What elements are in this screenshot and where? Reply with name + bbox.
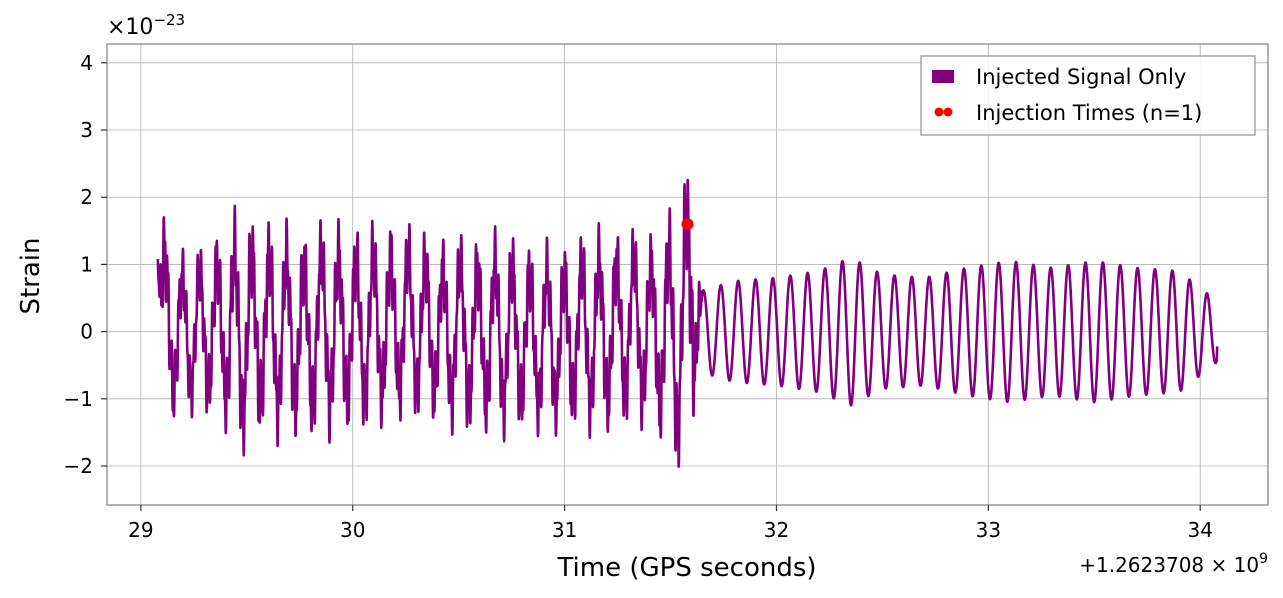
- x-tick-label: 32: [764, 518, 789, 542]
- y-tick-label: 4: [80, 51, 93, 75]
- axis-ticks: [101, 62, 1201, 511]
- y-axis-label: Strain: [16, 237, 46, 314]
- y-tick-label: −1: [64, 387, 93, 411]
- x-offset-label: +1.2623708 × 109: [1079, 551, 1268, 577]
- y-tick-label: 2: [80, 185, 93, 209]
- x-tick-label: 30: [340, 518, 365, 542]
- y-tick-labels: −2 −1 0 1 2 3 4: [64, 51, 93, 478]
- y-scale-label: ×10−23: [107, 11, 185, 40]
- legend-label-injected-signal: Injected Signal Only: [976, 65, 1186, 89]
- x-axis-label: Time (GPS seconds): [556, 553, 816, 583]
- y-tick-label: 1: [80, 252, 93, 276]
- y-tick-label: −2: [64, 454, 93, 478]
- series-line-injected-signal: [156, 178, 1219, 468]
- x-tick-label: 33: [976, 518, 1001, 542]
- injection-time-marker: [681, 218, 694, 231]
- legend-box: [920, 55, 1256, 136]
- legend: Injected Signal Only Injection Times (n=…: [920, 55, 1256, 136]
- x-tick-label: 29: [128, 518, 153, 542]
- x-tick-labels: 29 30 31 32 33 34: [128, 518, 1213, 542]
- plot-frame: [106, 43, 1269, 506]
- legend-marker-injection-times-2: [943, 107, 953, 117]
- legend-marker-injection-times-1: [934, 107, 944, 117]
- x-tick-label: 34: [1187, 518, 1212, 542]
- legend-label-injection-times: Injection Times (n=1): [976, 101, 1202, 125]
- y-tick-label: 3: [80, 118, 93, 142]
- series-layer: [156, 178, 1219, 468]
- legend-swatch-injected-signal: [932, 70, 954, 83]
- x-tick-label: 31: [552, 518, 577, 542]
- y-tick-label: 0: [80, 320, 93, 344]
